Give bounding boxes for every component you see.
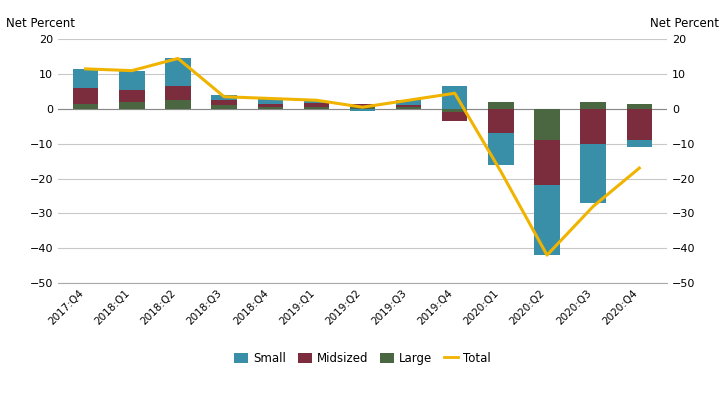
Bar [257, 107, 283, 109]
Bar [442, 112, 468, 121]
Bar [212, 105, 237, 109]
Bar [304, 101, 329, 103]
Bar [304, 103, 329, 107]
Bar [349, 107, 376, 109]
Bar [349, 109, 376, 111]
Bar [304, 107, 329, 109]
Bar [119, 90, 144, 102]
Bar [349, 104, 376, 107]
Legend: Small, Midsized, Large, Total: Small, Midsized, Large, Total [230, 347, 495, 370]
Bar [212, 95, 237, 100]
Text: Net Percent: Net Percent [7, 17, 75, 29]
Bar [581, 102, 606, 109]
Bar [488, 109, 513, 133]
Bar [534, 185, 560, 255]
Bar [488, 133, 513, 165]
Bar [119, 71, 144, 90]
Bar [534, 140, 560, 185]
Bar [73, 104, 99, 109]
Bar [581, 109, 606, 144]
Bar [165, 59, 191, 86]
Bar [165, 100, 191, 109]
Bar [534, 109, 560, 140]
Bar [626, 104, 652, 109]
Bar [73, 88, 99, 104]
Text: Net Percent: Net Percent [650, 17, 718, 29]
Bar [396, 107, 421, 109]
Bar [165, 86, 191, 100]
Bar [396, 105, 421, 107]
Bar [626, 140, 652, 147]
Bar [119, 102, 144, 109]
Bar [212, 100, 237, 105]
Bar [626, 109, 652, 140]
Bar [442, 86, 468, 109]
Bar [442, 109, 468, 112]
Bar [257, 104, 283, 107]
Bar [257, 99, 283, 104]
Bar [581, 144, 606, 203]
Bar [73, 69, 99, 88]
Bar [488, 102, 513, 109]
Bar [396, 100, 421, 105]
